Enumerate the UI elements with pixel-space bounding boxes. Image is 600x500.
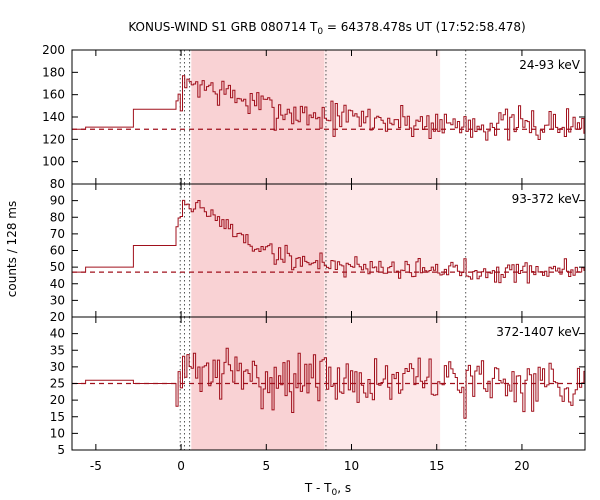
y-tick-label: 25 — [50, 377, 65, 391]
energy-band-label: 372-1407 keV — [496, 325, 580, 339]
y-tick-label: 70 — [50, 227, 65, 241]
y-tick-label: 10 — [50, 426, 65, 440]
chart-title: KONUS-WIND S1 GRB 080714 T0 = 64378.478s… — [128, 20, 525, 37]
panel-2: 20 30 40 50 60 70 80 90 93-372 keV — [50, 183, 586, 324]
y-tick-label: 20 — [50, 393, 65, 407]
y-tick-label: 100 — [42, 155, 65, 169]
y-tick-label: 160 — [42, 88, 65, 102]
y-tick-label: 30 — [50, 293, 65, 307]
energy-band-label: 24-93 keV — [519, 58, 581, 72]
shaded-region-2 — [324, 184, 441, 317]
y-tick-label: 140 — [42, 110, 65, 124]
x-tick-label: 20 — [514, 459, 529, 473]
light-curve — [72, 199, 585, 284]
y-tick-label: 50 — [50, 260, 65, 274]
energy-band-label: 93-372 keV — [512, 192, 581, 206]
y-tick-label: 90 — [50, 194, 65, 208]
shaded-region-1 — [191, 184, 325, 317]
x-tick-label: 10 — [344, 459, 359, 473]
y-tick-label: 80 — [50, 177, 65, 191]
y-tick-label: 40 — [50, 327, 65, 341]
y-tick-label: 30 — [50, 360, 65, 374]
x-tick-label: -5 — [90, 459, 102, 473]
x-tick-label: 0 — [177, 459, 185, 473]
panel-1: 80 100 120 140 160 180 200 24-93 keV — [42, 43, 586, 191]
y-tick-label: 200 — [42, 43, 65, 57]
y-axis-label: counts / 128 ms — [5, 201, 19, 297]
y-tick-label: 15 — [50, 410, 65, 424]
y-tick-label: 60 — [50, 244, 65, 258]
y-tick-label: 5 — [57, 443, 65, 457]
x-tick-label: 15 — [429, 459, 444, 473]
shaded-region-1 — [191, 50, 325, 184]
y-tick-label: 80 — [50, 210, 65, 224]
y-tick-label: 20 — [50, 310, 65, 324]
y-tick-label: 180 — [42, 65, 65, 79]
panel-3: 5 10 15 20 25 30 35 40 -5 0 5 10 15 20 372-1407 keV — [50, 316, 586, 473]
y-tick-label: 120 — [42, 132, 65, 146]
x-axis-label: T - T0, s — [304, 481, 351, 498]
light-curve — [72, 75, 585, 141]
x-tick-label: 5 — [262, 459, 270, 473]
light-curve — [72, 347, 585, 419]
y-tick-label: 35 — [50, 343, 65, 357]
y-tick-label: 40 — [50, 277, 65, 291]
shaded-region-1 — [191, 317, 325, 450]
